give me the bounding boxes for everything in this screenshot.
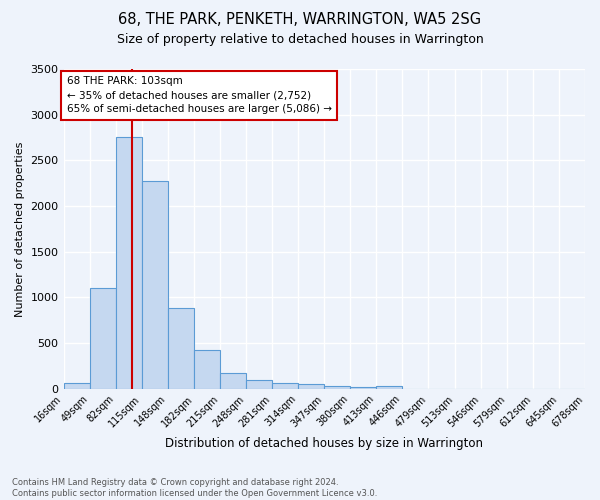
Bar bbox=[142, 180, 167, 389]
X-axis label: Distribution of detached houses by size in Warrington: Distribution of detached houses by size … bbox=[165, 437, 483, 450]
Bar bbox=[64, 384, 89, 389]
Bar bbox=[89, 288, 116, 389]
Bar bbox=[350, 386, 376, 389]
Bar bbox=[298, 384, 324, 389]
Y-axis label: Number of detached properties: Number of detached properties bbox=[15, 142, 25, 316]
Bar bbox=[194, 350, 220, 389]
Bar bbox=[167, 308, 194, 389]
Bar bbox=[324, 386, 350, 389]
Text: 68, THE PARK, PENKETH, WARRINGTON, WA5 2SG: 68, THE PARK, PENKETH, WARRINGTON, WA5 2… bbox=[118, 12, 482, 28]
Text: 68 THE PARK: 103sqm
← 35% of detached houses are smaller (2,752)
65% of semi-det: 68 THE PARK: 103sqm ← 35% of detached ho… bbox=[67, 76, 332, 114]
Bar bbox=[376, 386, 402, 389]
Bar bbox=[272, 384, 298, 389]
Text: Size of property relative to detached houses in Warrington: Size of property relative to detached ho… bbox=[116, 32, 484, 46]
Text: Contains HM Land Registry data © Crown copyright and database right 2024.
Contai: Contains HM Land Registry data © Crown c… bbox=[12, 478, 377, 498]
Bar bbox=[220, 374, 246, 389]
Bar bbox=[116, 136, 142, 389]
Bar bbox=[246, 380, 272, 389]
